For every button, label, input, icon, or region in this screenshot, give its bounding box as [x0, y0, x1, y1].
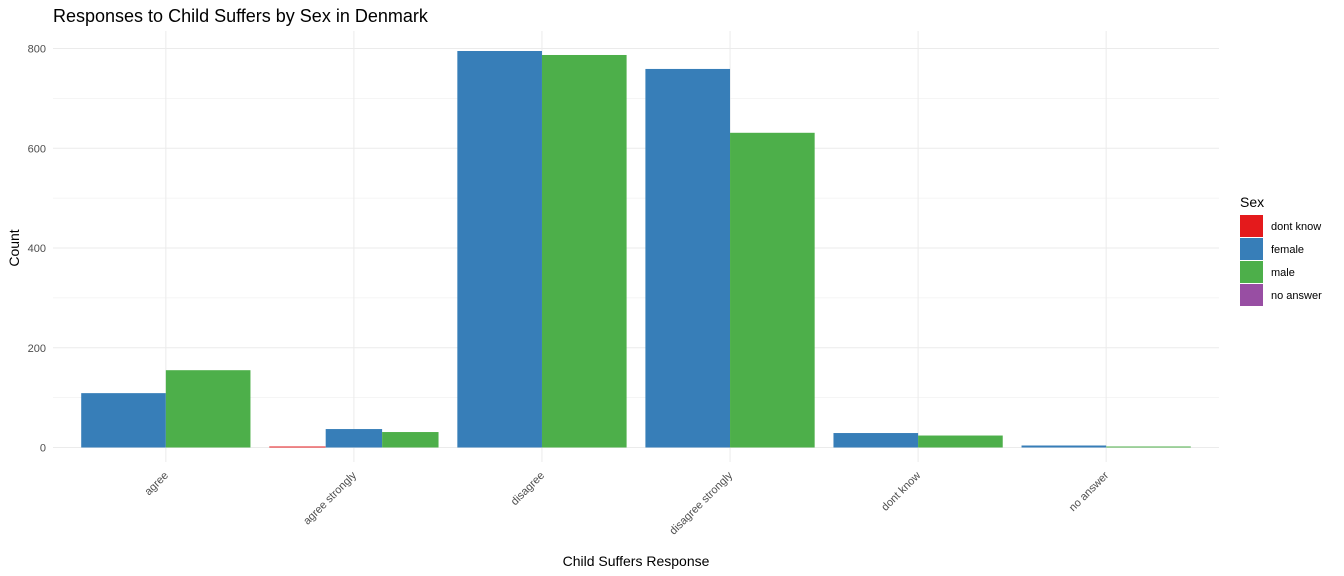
- legend: Sex dont know female male no answer: [1240, 194, 1322, 306]
- x-tick-label: dont know: [879, 470, 923, 514]
- bar-male-no-answer: [1106, 446, 1191, 448]
- x-tick-label: disagree strongly: [667, 469, 735, 537]
- x-axis-ticks: agree agree strongly disagree disagree stro…: [143, 469, 1112, 537]
- legend-swatch: [1240, 284, 1263, 306]
- bar-female-no-answer: [1021, 445, 1107, 448]
- y-tick-label: 400: [28, 243, 46, 255]
- bar-male-agree-strongly: [382, 432, 439, 448]
- bar-female-dont-know: [833, 433, 919, 448]
- legend-swatch: [1240, 215, 1263, 237]
- legend-swatch: [1240, 261, 1263, 283]
- bar-dont-know-agree-strongly: [269, 446, 326, 448]
- x-tick-label: disagree: [509, 470, 547, 508]
- y-tick-label: 800: [28, 44, 46, 56]
- x-tick-label: agree: [143, 470, 171, 498]
- bar-female-agree-strongly: [325, 429, 383, 448]
- y-tick-label: 200: [28, 343, 46, 355]
- x-tick-label: no answer: [1067, 469, 1112, 514]
- legend-title: Sex: [1240, 194, 1264, 210]
- legend-label: no answer: [1271, 290, 1322, 302]
- legend-label: female: [1271, 244, 1304, 256]
- bar-male-disagree: [541, 54, 627, 448]
- bar-female-disagree: [457, 50, 542, 448]
- bar-female-disagree-strongly: [645, 68, 731, 448]
- y-axis-title: Count: [6, 229, 22, 266]
- legend-label: male: [1271, 267, 1295, 279]
- bar-male-agree: [165, 370, 251, 448]
- legend-swatch: [1240, 238, 1263, 260]
- chart-title: Responses to Child Suffers by Sex in Den…: [53, 6, 429, 26]
- bar-female-agree: [81, 393, 166, 448]
- bar-male-dont-know: [918, 435, 1003, 448]
- legend-label: dont know: [1271, 221, 1321, 233]
- bar-male-disagree-strongly: [730, 132, 815, 448]
- y-axis-ticks: 0 200 400 600 800: [28, 44, 46, 455]
- y-tick-label: 600: [28, 143, 46, 155]
- y-tick-label: 0: [40, 443, 46, 455]
- bars: [81, 50, 1191, 448]
- x-axis-title: Child Suffers Response: [563, 553, 710, 569]
- x-tick-label: agree strongly: [301, 469, 359, 527]
